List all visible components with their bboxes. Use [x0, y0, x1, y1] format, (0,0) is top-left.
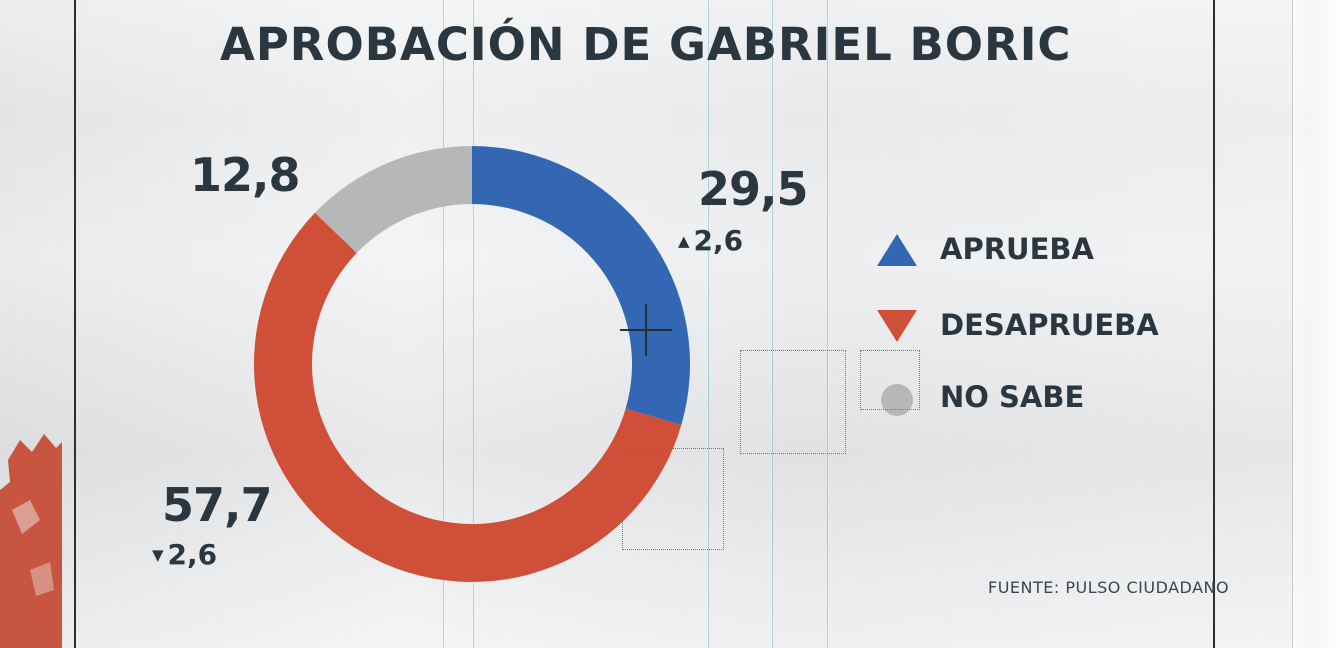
value-label-aprueba: 29,5	[698, 162, 808, 216]
guide-line	[443, 0, 444, 648]
legend-label-aprueba: APRUEBA	[940, 232, 1094, 266]
dotted-guide-box	[740, 350, 846, 454]
dotted-guide-box	[860, 350, 920, 410]
value-label-desaprueba: 57,7	[162, 478, 272, 532]
legend-label-desaprueba: DESAPRUEBA	[940, 308, 1159, 342]
source-note: FUENTE: PULSO CIUDADANO	[988, 578, 1230, 597]
donut-slice-desaprueba	[253, 212, 682, 583]
guide-line	[772, 0, 773, 648]
change-label-aprueba: ▲ 2,6	[678, 224, 743, 257]
guide-line	[473, 0, 474, 648]
torn-red-poster-decoration	[0, 434, 62, 648]
guide-line	[827, 0, 828, 648]
legend-label-no-sabe: NO SABE	[940, 380, 1085, 414]
chart-title: APROBACIÓN DE GABRIEL BORIC	[220, 18, 1072, 71]
value-label-no-sabe: 12,8	[190, 148, 300, 202]
change-label-desaprueba: ▼ 2,6	[152, 538, 217, 571]
change-value-aprueba: 2,6	[693, 224, 744, 257]
poster-edge-line	[1292, 0, 1293, 648]
frame-line-left	[74, 0, 76, 648]
triangle-up-icon	[877, 234, 917, 266]
frame-line-right	[1213, 0, 1215, 648]
change-value-desaprueba: 2,6	[167, 538, 218, 571]
poster-edge-right	[1292, 0, 1340, 648]
dotted-guide-box	[622, 448, 724, 550]
crosshair-mark	[620, 304, 672, 356]
up-arrow-icon: ▲	[678, 232, 690, 250]
guide-line	[708, 0, 709, 648]
triangle-down-icon	[877, 310, 917, 342]
down-arrow-icon: ▼	[152, 546, 164, 564]
donut-slice-aprueba	[472, 146, 690, 425]
donut-slice-no-sabe	[314, 146, 472, 254]
circle-icon	[881, 384, 913, 416]
